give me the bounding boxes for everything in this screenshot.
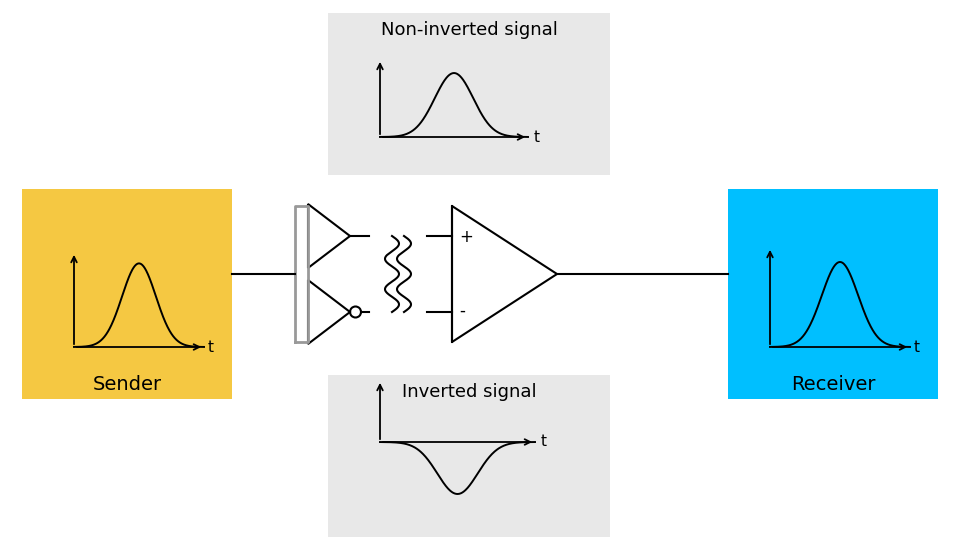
Text: Non-inverted signal: Non-inverted signal	[380, 21, 558, 39]
Text: Sender: Sender	[92, 375, 161, 393]
Text: t: t	[534, 130, 540, 144]
Text: t: t	[541, 434, 547, 450]
Text: t: t	[914, 340, 920, 356]
Text: t: t	[208, 340, 214, 356]
Bar	[728, 189, 938, 399]
Text: Receiver: Receiver	[791, 375, 876, 393]
Text: -: -	[459, 302, 465, 320]
Text: Inverted signal: Inverted signal	[401, 383, 537, 401]
Bar	[328, 13, 610, 175]
Bar	[22, 189, 232, 399]
Bar	[328, 375, 610, 537]
Text: +: +	[459, 228, 473, 246]
